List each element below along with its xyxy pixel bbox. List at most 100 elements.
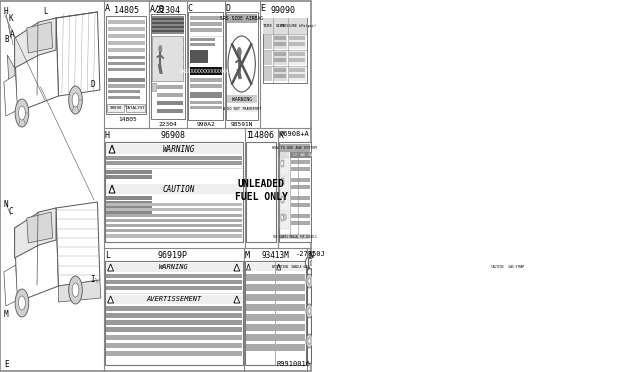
Text: M: M: [245, 251, 250, 260]
Circle shape: [68, 86, 83, 114]
Polygon shape: [234, 296, 240, 303]
Polygon shape: [108, 296, 113, 303]
Bar: [106, 280, 242, 284]
Bar: [106, 208, 242, 211]
Polygon shape: [7, 55, 16, 90]
Text: H: H: [4, 7, 8, 16]
Bar: [106, 161, 242, 164]
Bar: [189, 58, 208, 62]
Bar: [107, 104, 124, 112]
Bar: [291, 214, 310, 218]
Circle shape: [306, 334, 313, 348]
Text: L: L: [105, 251, 109, 260]
Bar: [246, 284, 275, 291]
Bar: [157, 85, 183, 89]
Text: CATALYST: CATALYST: [125, 106, 145, 110]
Bar: [188, 12, 223, 120]
Text: CAUTION: CAUTION: [163, 185, 195, 193]
Bar: [291, 185, 310, 189]
Text: 990A2: 990A2: [196, 122, 215, 127]
Bar: [281, 196, 284, 203]
Text: 14805: 14805: [114, 6, 139, 15]
Bar: [274, 35, 287, 49]
Bar: [189, 16, 221, 19]
Bar: [280, 152, 289, 158]
Circle shape: [284, 214, 287, 220]
Bar: [291, 160, 310, 164]
Bar: [316, 321, 325, 324]
Bar: [274, 68, 287, 72]
Circle shape: [19, 296, 26, 310]
Text: A: A: [10, 30, 14, 39]
Bar: [289, 42, 305, 46]
Circle shape: [281, 161, 284, 166]
Bar: [276, 294, 305, 301]
Bar: [281, 178, 284, 185]
Bar: [150, 14, 185, 119]
Text: CAUTION   GAS STRAP: CAUTION GAS STRAP: [491, 265, 524, 269]
Polygon shape: [109, 145, 115, 153]
Bar: [106, 214, 242, 217]
Bar: [108, 78, 145, 82]
Text: C: C: [9, 207, 13, 216]
Text: 93413M: 93413M: [261, 251, 289, 260]
Bar: [152, 36, 183, 81]
Text: 99090: 99090: [270, 6, 295, 15]
Polygon shape: [4, 265, 17, 306]
Bar: [316, 351, 325, 354]
Bar: [276, 284, 305, 291]
Bar: [316, 274, 326, 283]
Bar: [289, 58, 305, 62]
Text: HI  LO  4WD  2WD: HI LO 4WD 2WD: [287, 153, 313, 157]
Circle shape: [19, 106, 26, 120]
Bar: [152, 16, 184, 34]
Bar: [106, 16, 146, 114]
Text: A: A: [105, 4, 110, 13]
Circle shape: [72, 93, 79, 107]
Text: ATTENTION  SANGLE GAZ: ATTENTION SANGLE GAZ: [272, 265, 308, 269]
Polygon shape: [56, 12, 100, 96]
Circle shape: [158, 45, 163, 53]
Bar: [108, 68, 145, 71]
Bar: [316, 304, 326, 313]
Circle shape: [306, 304, 313, 318]
Bar: [106, 274, 242, 278]
Bar: [281, 214, 284, 221]
Bar: [108, 90, 140, 93]
Bar: [189, 67, 221, 75]
Bar: [108, 20, 145, 24]
Bar: [106, 351, 242, 356]
Bar: [106, 313, 242, 318]
Text: 22304: 22304: [158, 122, 177, 127]
Circle shape: [308, 257, 314, 269]
Bar: [289, 68, 305, 72]
Bar: [316, 305, 325, 308]
Bar: [308, 258, 311, 264]
Circle shape: [310, 260, 312, 266]
Text: WARNING: WARNING: [159, 264, 189, 270]
Circle shape: [306, 274, 313, 288]
Text: K: K: [278, 131, 284, 140]
Bar: [125, 104, 145, 112]
Circle shape: [305, 257, 311, 269]
Text: WARNING: WARNING: [232, 96, 252, 102]
Bar: [189, 101, 221, 104]
Polygon shape: [56, 202, 100, 286]
Bar: [105, 261, 243, 365]
Bar: [152, 18, 184, 20]
Bar: [121, 104, 133, 107]
Bar: [316, 291, 325, 294]
Bar: [152, 26, 184, 28]
Bar: [264, 67, 273, 81]
Text: 14806: 14806: [249, 131, 274, 140]
Text: R9910016: R9910016: [277, 361, 311, 367]
Bar: [274, 42, 287, 46]
Bar: [316, 317, 325, 320]
Bar: [189, 28, 221, 32]
Polygon shape: [246, 264, 250, 270]
Bar: [157, 109, 183, 113]
Polygon shape: [108, 264, 113, 271]
Polygon shape: [27, 212, 52, 243]
Text: 99090: 99090: [109, 106, 122, 110]
Bar: [245, 261, 306, 365]
